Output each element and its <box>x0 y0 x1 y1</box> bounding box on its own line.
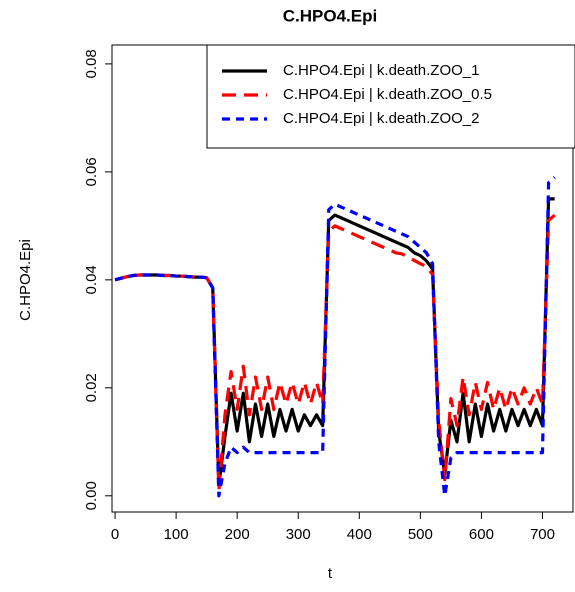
legend-label: C.HPO4.Epi | k.death.ZOO_1 <box>283 62 479 79</box>
x-tick-label: 300 <box>286 526 311 543</box>
series-line <box>114 197 555 487</box>
y-tick-label: 0.08 <box>83 49 100 78</box>
legend-box <box>206 44 575 149</box>
x-tick-label: 400 <box>347 526 372 543</box>
x-tick-label: 600 <box>469 526 494 543</box>
y-axis-label: C.HPO4.Epi <box>17 239 34 321</box>
plot-area <box>114 176 556 498</box>
legend-label: C.HPO4.Epi | k.death.ZOO_2 <box>283 110 479 127</box>
x-tick-label: 500 <box>408 526 433 543</box>
x-tick-label: 200 <box>225 526 250 543</box>
series-line <box>114 176 556 498</box>
y-tick-label: 0.02 <box>83 373 100 402</box>
y-tick-label: 0.04 <box>83 265 100 294</box>
x-axis-label: t <box>328 565 333 582</box>
x-tick-label: 700 <box>530 526 555 543</box>
y-tick-label: 0.06 <box>83 157 100 186</box>
y-tick-label: 0.00 <box>83 481 100 510</box>
x-tick-label: 100 <box>164 526 189 543</box>
series-line <box>114 213 556 492</box>
x-tick-label: 0 <box>111 526 119 543</box>
chart-title: C.HPO4.Epi <box>283 6 377 25</box>
legend-label: C.HPO4.Epi | k.death.ZOO_0.5 <box>283 86 492 103</box>
